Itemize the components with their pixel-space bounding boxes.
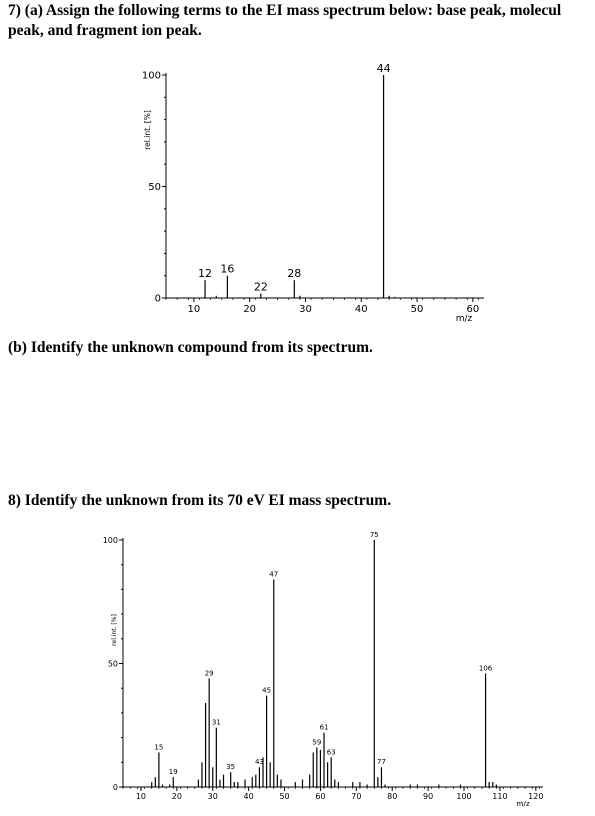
y-tick-label: 100: [142, 71, 161, 82]
peak-label: 19: [169, 768, 178, 776]
peak-label: 22: [254, 281, 268, 294]
x-tick-label: 60: [315, 792, 325, 801]
x-tick-label: 110: [492, 792, 507, 801]
peak-label: 106: [479, 664, 493, 672]
peak-label: 45: [262, 687, 271, 695]
peak-label: 15: [154, 743, 163, 751]
x-tick-label: 80: [387, 792, 397, 801]
peak-label: 28: [287, 267, 301, 280]
peak-label: 75: [370, 531, 379, 539]
peak-label: 43: [255, 758, 264, 766]
x-tick-label: 90: [423, 792, 433, 801]
x-tick-label: 20: [172, 792, 182, 801]
question-8-text: 8) Identify the unknown from its 70 eV E…: [8, 492, 392, 509]
x-tick-label: 50: [411, 304, 424, 315]
x-axis-label: m/z: [516, 799, 529, 808]
x-tick-label: 100: [456, 792, 471, 801]
x-tick-label: 60: [466, 304, 479, 315]
x-tick-label: 30: [299, 304, 312, 315]
peak-label: 63: [327, 748, 336, 756]
peak-label: 77: [377, 758, 386, 766]
x-axis-label: m/z: [456, 314, 473, 324]
question-7a-text: 7) (a) Assign the following terms to the…: [8, 2, 562, 19]
mass-spectrum-chart-1: 0 50 100 10 20 30 40 50 60m/z rel.int. [%] 12 16 22 2…: [142, 62, 484, 324]
x-tick-label: 120: [528, 792, 543, 801]
y-axis-label: rel.int. [%]: [111, 614, 118, 646]
peak-label: 29: [205, 669, 214, 677]
peak-label: 16: [220, 263, 234, 276]
y-tick-label: 50: [148, 182, 161, 193]
x-tick-label: 10: [188, 304, 201, 315]
question-7b-text: (b) Identify the unknown compound from i…: [8, 339, 373, 356]
x-tick-label: 40: [244, 792, 254, 801]
x-tick-label: 40: [355, 304, 368, 315]
x-tick-label: 70: [351, 792, 361, 801]
peak-label: 47: [269, 571, 278, 579]
x-tick-label: 30: [208, 792, 218, 801]
y-tick-label: 0: [113, 783, 118, 792]
question-7a-text-continued: peak, and fragment ion peak.: [8, 22, 202, 39]
peak-label: 61: [320, 724, 329, 732]
x-tick-label: 10: [136, 792, 146, 801]
y-tick-label: 0: [155, 294, 161, 305]
peak-label: 12: [198, 267, 212, 280]
peak-label: 31: [212, 719, 221, 727]
y-tick-label: 100: [103, 536, 118, 545]
peak-label: 35: [226, 763, 235, 771]
peak-label: 59: [312, 738, 321, 746]
x-tick-label: 20: [243, 304, 256, 315]
y-axis-label: rel.int. [%]: [143, 110, 152, 150]
x-tick-label: 50: [279, 792, 289, 801]
y-tick-label: 50: [108, 659, 118, 668]
peak-label: 44: [377, 62, 391, 75]
